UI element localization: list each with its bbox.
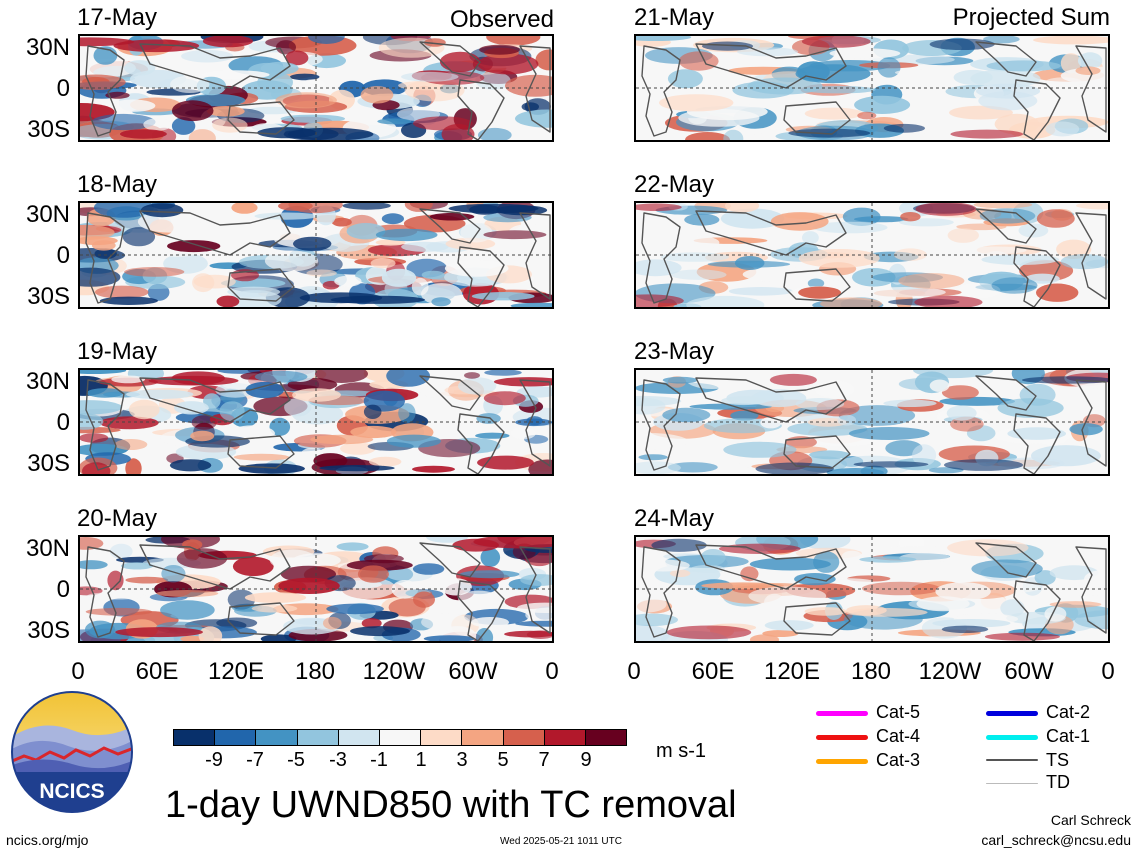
legend-label-cat2: Cat-2 [1046, 702, 1091, 722]
colorbar-units: m s-1 [656, 740, 706, 762]
lat-label-30s-row1: 30S [27, 116, 70, 143]
colorbar-tick: 1 [415, 749, 427, 771]
colorbar-tick: -3 [329, 749, 347, 771]
lat-label-30n-row4: 30N [25, 535, 70, 562]
projected-date-1: 21-May [634, 4, 715, 31]
colorbar-tick: 5 [497, 749, 509, 771]
lon-label-left-180: 180 [294, 658, 336, 685]
lon-label-left-360: 0 [545, 658, 559, 685]
projected-map-3 [634, 368, 1110, 476]
lon-label-left-60e: 60E [135, 658, 179, 685]
colorbar-box [462, 730, 504, 745]
projected-label: Projected Sum [952, 4, 1110, 31]
colorbar-box [544, 730, 586, 745]
legend-label-cat1: Cat-1 [1046, 726, 1091, 746]
footer-url[interactable]: ncics.org/mjo [6, 832, 89, 848]
lat-label-30s-row4: 30S [27, 617, 70, 644]
lon-label-left-0: 0 [71, 658, 85, 685]
legend-swatch-td [986, 783, 1038, 784]
lat-label-30s-row3: 30S [27, 450, 70, 477]
colorbar-box [503, 730, 545, 745]
legend-swatch-cat2 [986, 711, 1038, 716]
colorbar-tick: 3 [456, 749, 468, 771]
lon-label-right-0: 0 [627, 658, 641, 685]
lat-label-eq-row1: 0 [56, 75, 70, 102]
lon-label-right-120w: 120W [918, 658, 982, 685]
ncics-logo: NCICS [10, 690, 134, 814]
observed-label: Observed [449, 6, 554, 33]
lon-label-right-180: 180 [850, 658, 892, 685]
legend-swatch-cat3 [816, 759, 868, 764]
observed-map-3 [78, 368, 554, 476]
colorbar-box [585, 730, 627, 745]
colorbar-box [174, 730, 216, 745]
colorbar-box [215, 730, 257, 745]
legend-swatch-ts [986, 759, 1038, 761]
legend-label-td: TD [1046, 772, 1070, 792]
observed-date-3: 19-May [77, 338, 158, 365]
lon-label-left-60w: 60W [448, 658, 498, 685]
colorbar-tick: -7 [246, 749, 264, 771]
projected-map-2 [634, 201, 1110, 309]
main-title: 1-day UWND850 with TC removal [165, 784, 737, 826]
lon-label-right-60e: 60E [691, 658, 735, 685]
projected-date-4: 24-May [634, 505, 715, 532]
lat-label-30n-row1: 30N [25, 34, 70, 61]
lat-label-30n-row3: 30N [25, 368, 70, 395]
colorbar-tick: 9 [580, 749, 592, 771]
lon-label-right-120e: 120E [763, 658, 821, 685]
legend-label-ts: TS [1046, 750, 1070, 770]
legend-label-cat5: Cat-5 [876, 702, 921, 722]
legend-swatch-cat4 [816, 735, 868, 740]
lat-label-30n-row2: 30N [25, 201, 70, 228]
observed-date-1: 17-May [77, 4, 158, 31]
projected-map-1 [634, 34, 1110, 142]
projected-date-2: 22-May [634, 171, 715, 198]
colorbar [173, 729, 627, 746]
projected-date-3: 23-May [634, 338, 715, 365]
colorbar-tick: -9 [205, 749, 223, 771]
colorbar-box [256, 730, 298, 745]
lon-label-left-120w: 120W [362, 658, 426, 685]
projected-map-4 [634, 535, 1110, 643]
lon-label-right-60w: 60W [1004, 658, 1054, 685]
lat-label-eq-row2: 0 [56, 242, 70, 269]
lat-label-eq-row4: 0 [56, 576, 70, 603]
footer-email[interactable]: carl_schreck@ncsu.edu [981, 832, 1131, 848]
colorbar-box [421, 730, 463, 745]
colorbar-tick: -1 [370, 749, 388, 771]
footer-timestamp: Wed 2025-05-21 1011 UTC [500, 836, 622, 847]
legend-label-cat4: Cat-4 [876, 726, 921, 746]
colorbar-tick: -5 [287, 749, 305, 771]
observed-date-4: 20-May [77, 505, 158, 532]
observed-map-4 [78, 535, 554, 643]
lat-label-eq-row3: 0 [56, 409, 70, 436]
lon-label-left-120e: 120E [207, 658, 265, 685]
colorbar-box [338, 730, 380, 745]
colorbar-box [379, 730, 422, 745]
legend-label-cat3: Cat-3 [876, 750, 921, 770]
lat-label-30s-row2: 30S [27, 283, 70, 310]
observed-date-2: 18-May [77, 171, 158, 198]
lon-label-right-360: 0 [1101, 658, 1115, 685]
logo-text: NCICS [39, 780, 104, 803]
legend-swatch-cat5 [816, 711, 868, 716]
colorbar-box [297, 730, 339, 745]
legend-swatch-cat1 [986, 735, 1038, 740]
observed-map-2 [78, 201, 554, 309]
observed-map-1 [78, 34, 554, 142]
footer-author: Carl Schreck [1050, 812, 1131, 828]
colorbar-tick: 7 [538, 749, 550, 771]
